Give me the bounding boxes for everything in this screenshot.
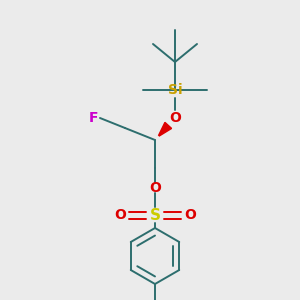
Text: F: F bbox=[88, 111, 98, 125]
Text: S: S bbox=[149, 208, 161, 223]
Text: O: O bbox=[114, 208, 126, 222]
Text: O: O bbox=[149, 181, 161, 195]
Polygon shape bbox=[159, 122, 172, 136]
Text: Si: Si bbox=[168, 83, 182, 97]
Text: O: O bbox=[184, 208, 196, 222]
Text: O: O bbox=[169, 111, 181, 125]
